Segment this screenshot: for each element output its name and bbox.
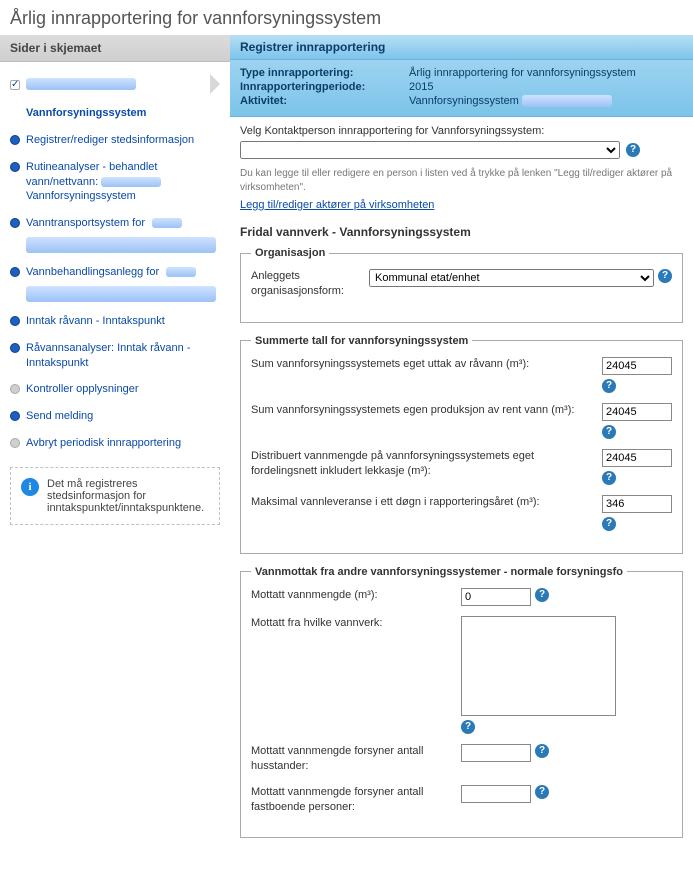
- sidebar-item-rutineanalyser[interactable]: Rutineanalyser - behandlet vann/nettvann…: [8, 154, 222, 211]
- sidebar-item-kontroller[interactable]: Kontroller opplysninger: [8, 376, 222, 403]
- sums-legend: Summerte tall for vannforsyningssystem: [251, 335, 472, 347]
- sidebar-item-avbryt[interactable]: Avbryt periodisk innrapportering: [8, 430, 222, 457]
- info-box: i Det må registreres stedsinformasjon fo…: [10, 467, 220, 525]
- meta-type-key: Type innrapportering:: [240, 67, 405, 79]
- chevron-right-icon: [210, 74, 220, 94]
- sums-r1-input[interactable]: [602, 357, 672, 375]
- redacted-bar: [26, 286, 216, 302]
- main: Registrer innrapportering Type innrappor…: [230, 35, 693, 870]
- mottak-r4-label: Mottatt vannmengde forsyner antall fastb…: [251, 785, 451, 816]
- contact-hint: Du kan legge til eller redigere en perso…: [240, 167, 683, 195]
- org-label: Anleggets organisasjonsform:: [251, 269, 359, 300]
- sidebar-item-send[interactable]: Send melding: [8, 403, 222, 430]
- bullet-icon: [10, 135, 20, 145]
- contact-select[interactable]: [240, 141, 620, 159]
- main-header: Registrer innrapportering: [230, 35, 693, 60]
- help-icon[interactable]: ?: [602, 517, 616, 531]
- help-icon[interactable]: ?: [658, 269, 672, 283]
- mottak-legend: Vannmottak fra andre vannforsyningssyste…: [251, 566, 627, 578]
- meta-type-val: Årlig innrapportering for vannforsynings…: [409, 67, 636, 79]
- sums-r4-label: Maksimal vannleveranse i ett døgn i rapp…: [251, 495, 592, 510]
- mottak-r2-textarea[interactable]: [461, 616, 616, 716]
- sidebar-link[interactable]: Registrer/rediger stedsinformasjon: [26, 133, 194, 148]
- meta-box: Type innrapportering: Årlig innrapporteri…: [230, 60, 693, 117]
- bullet-icon: [10, 384, 20, 394]
- mottak-r1-input[interactable]: [461, 588, 531, 606]
- org-legend: Organisasjon: [251, 247, 329, 259]
- help-icon[interactable]: ?: [461, 720, 475, 734]
- mottak-fieldset: Vannmottak fra andre vannforsyningssyste…: [240, 566, 683, 839]
- bullet-icon: [10, 267, 20, 277]
- bullet-icon: [10, 438, 20, 448]
- redacted-bar: [101, 177, 161, 187]
- help-icon[interactable]: ?: [626, 143, 640, 157]
- sidebar-item-vannforsyningssystem[interactable]: [8, 68, 222, 100]
- contact-label: Velg Kontaktperson innrapportering for V…: [240, 125, 683, 137]
- sidebar-link[interactable]: Vanntransportsystem for: [26, 216, 182, 231]
- mottak-r3-label: Mottatt vannmengde forsyner antall husst…: [251, 744, 451, 775]
- redacted-bar: [26, 237, 216, 253]
- mottak-r1-label: Mottatt vannmengde (m³):: [251, 588, 451, 603]
- sidebar-link[interactable]: Rutineanalyser - behandlet vann/nettvann…: [26, 160, 220, 205]
- help-icon[interactable]: ?: [602, 425, 616, 439]
- sidebar-link[interactable]: Vannforsyningssystem: [26, 106, 146, 121]
- help-icon[interactable]: ?: [602, 471, 616, 485]
- sums-r4-input[interactable]: [602, 495, 672, 513]
- mottak-r3-input[interactable]: [461, 744, 531, 762]
- bullet-icon: [10, 316, 20, 326]
- sidebar: Sider i skjemaet Vannforsyningssystem Re…: [0, 35, 230, 870]
- sidebar-item-stedsinformasjon[interactable]: Registrer/rediger stedsinformasjon: [8, 127, 222, 154]
- sums-fieldset: Summerte tall for vannforsyningssystem S…: [240, 335, 683, 554]
- bullet-icon: [10, 411, 20, 421]
- sidebar-item-ravannsanalyser[interactable]: Råvannsanalyser: Inntak råvann - Inntaks…: [8, 335, 222, 377]
- section-title: Fridal vannverk - Vannforsyningssystem: [240, 225, 683, 239]
- sums-r3-label: Distribuert vannmengde på vannforsynings…: [251, 449, 592, 480]
- info-icon: i: [21, 478, 39, 496]
- sidebar-item-inntak[interactable]: Inntak råvann - Inntakspunkt: [8, 308, 222, 335]
- page-title: Årlig innrapportering for vannforsynings…: [0, 0, 693, 35]
- sidebar-item-vannbehandling[interactable]: Vannbehandlingsanlegg for: [8, 259, 222, 308]
- org-fieldset: Organisasjon Anleggets organisasjonsform…: [240, 247, 683, 323]
- redacted-bar: [26, 78, 136, 90]
- meta-activity-val: Vannforsyningssystem: [409, 95, 612, 107]
- meta-activity-key: Aktivitet:: [240, 95, 405, 107]
- bullet-icon: [10, 343, 20, 353]
- info-text: Det må registreres stedsinformasjon for …: [47, 478, 209, 514]
- sidebar-link[interactable]: Vannbehandlingsanlegg for: [26, 265, 196, 280]
- sums-r2-input[interactable]: [602, 403, 672, 421]
- redacted-bar: [166, 267, 196, 277]
- bullet-icon: [10, 218, 20, 228]
- sidebar-link[interactable]: Inntak råvann - Inntakspunkt: [26, 314, 165, 329]
- help-icon[interactable]: ?: [535, 744, 549, 758]
- mottak-r4-input[interactable]: [461, 785, 531, 803]
- help-icon[interactable]: ?: [535, 785, 549, 799]
- sidebar-item-current-label[interactable]: Vannforsyningssystem: [8, 100, 222, 127]
- help-icon[interactable]: ?: [602, 379, 616, 393]
- mottak-r2-label: Mottatt fra hvilke vannverk:: [251, 616, 451, 631]
- bullet-icon: [10, 162, 20, 172]
- redacted-bar: [152, 218, 182, 228]
- sums-r2-label: Sum vannforsyningssystemets egen produks…: [251, 403, 592, 418]
- sums-r1-label: Sum vannforsyningssystemets eget uttak a…: [251, 357, 592, 372]
- meta-period-key: Innrapporteringperiode:: [240, 81, 405, 93]
- sums-r3-input[interactable]: [602, 449, 672, 467]
- help-icon[interactable]: ?: [535, 588, 549, 602]
- check-icon: [10, 80, 20, 90]
- sidebar-header: Sider i skjemaet: [0, 35, 230, 62]
- sidebar-link[interactable]: Send melding: [26, 409, 93, 424]
- meta-period-val: 2015: [409, 81, 433, 93]
- sidebar-item-vanntransport[interactable]: Vanntransportsystem for: [8, 210, 222, 259]
- org-select[interactable]: Kommunal etat/enhet: [369, 269, 654, 287]
- sidebar-link[interactable]: Kontroller opplysninger: [26, 382, 139, 397]
- edit-actors-link[interactable]: Legg til/rediger aktører på virksomheten: [240, 199, 434, 211]
- sidebar-link[interactable]: Råvannsanalyser: Inntak råvann - Inntaks…: [26, 341, 220, 371]
- sidebar-link[interactable]: Avbryt periodisk innrapportering: [26, 436, 181, 451]
- redacted-bar: [522, 95, 612, 107]
